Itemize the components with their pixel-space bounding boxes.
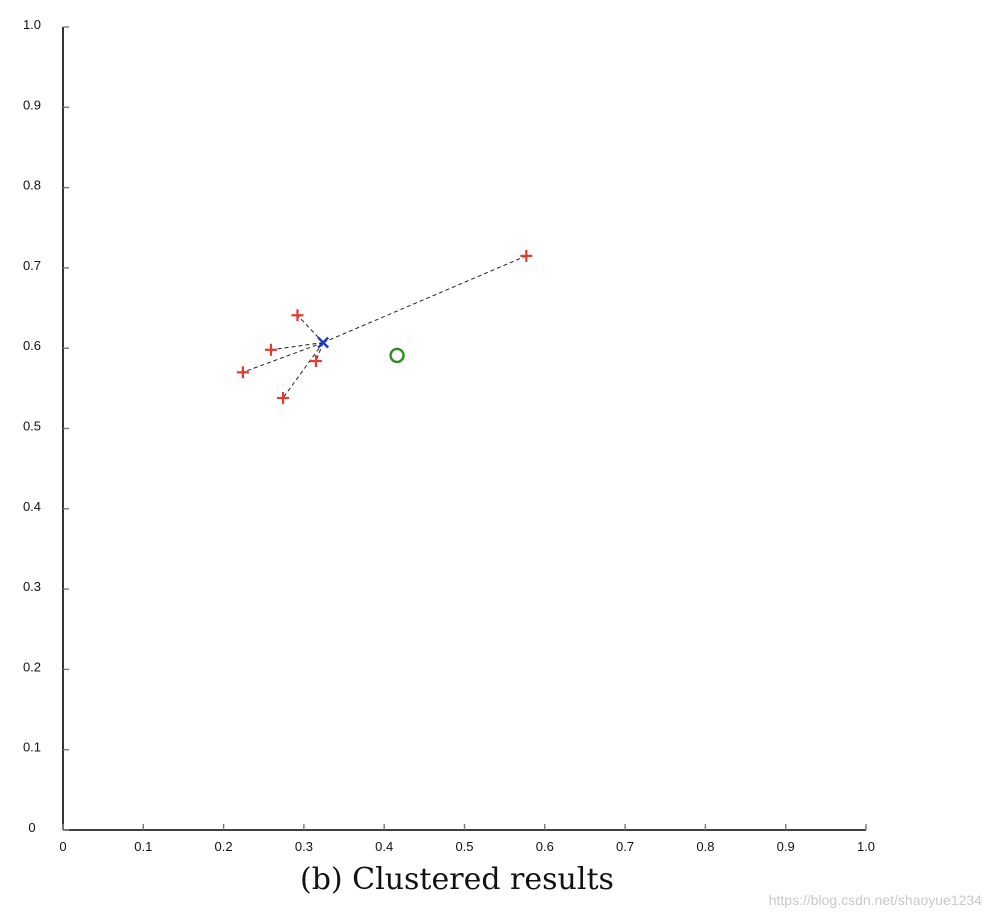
x-tick-label: 0.3 <box>295 839 313 854</box>
watermark-text: https://blog.csdn.net/shaoyue1234 <box>768 892 982 908</box>
y-tick-label: 0.3 <box>23 579 41 594</box>
data-markers <box>236 249 533 404</box>
x-tick-label: 0.1 <box>134 839 152 854</box>
axes <box>62 27 866 831</box>
connector-line <box>242 342 324 373</box>
x-tick-label: 0.8 <box>696 839 714 854</box>
x-tick-label: 0.9 <box>777 839 795 854</box>
plus-marker <box>520 249 533 262</box>
y-tick-label: 0.4 <box>23 499 41 514</box>
y-tick-label: 0.6 <box>23 338 41 353</box>
y-tick-label: 0.9 <box>23 97 41 112</box>
x-tick-label: 0.4 <box>375 839 393 854</box>
plus-marker <box>309 355 322 368</box>
connector-line <box>315 342 324 362</box>
plus-marker <box>277 391 290 404</box>
axis-ticks: 0 0.1 0.2 0.3 0.4 0.5 0.6 0.7 0.8 0.9 1.0 0 0.1 0.2 0.… <box>23 17 875 854</box>
plus-marker <box>291 309 304 322</box>
y-tick-label: 0 <box>28 820 35 835</box>
y-tick-label: 0.5 <box>23 419 41 434</box>
x-tick-label: 0.2 <box>215 839 233 854</box>
y-tick-label: 1.0 <box>23 17 41 32</box>
connector-line <box>282 342 324 399</box>
plus-marker <box>264 343 277 356</box>
connector-line <box>270 342 324 351</box>
y-tick-label: 0.7 <box>23 258 41 273</box>
connector-line <box>322 255 527 344</box>
x-marker <box>317 336 330 349</box>
y-tick-label: 0.1 <box>23 740 41 755</box>
x-tick-label: 0.7 <box>616 839 634 854</box>
x-tick-label: 0.5 <box>455 839 473 854</box>
x-tick-label: 0.6 <box>536 839 554 854</box>
y-tick-label: 0.2 <box>23 659 41 674</box>
plus-marker <box>236 366 249 379</box>
x-tick-label: 1.0 <box>857 839 875 854</box>
connector-lines <box>242 255 527 399</box>
connector-line <box>297 314 324 343</box>
y-tick-label: 0.8 <box>23 178 41 193</box>
circle-marker <box>389 347 405 364</box>
x-tick-label: 0 <box>59 839 66 854</box>
figure-caption: (b) Clustered results <box>300 862 614 897</box>
